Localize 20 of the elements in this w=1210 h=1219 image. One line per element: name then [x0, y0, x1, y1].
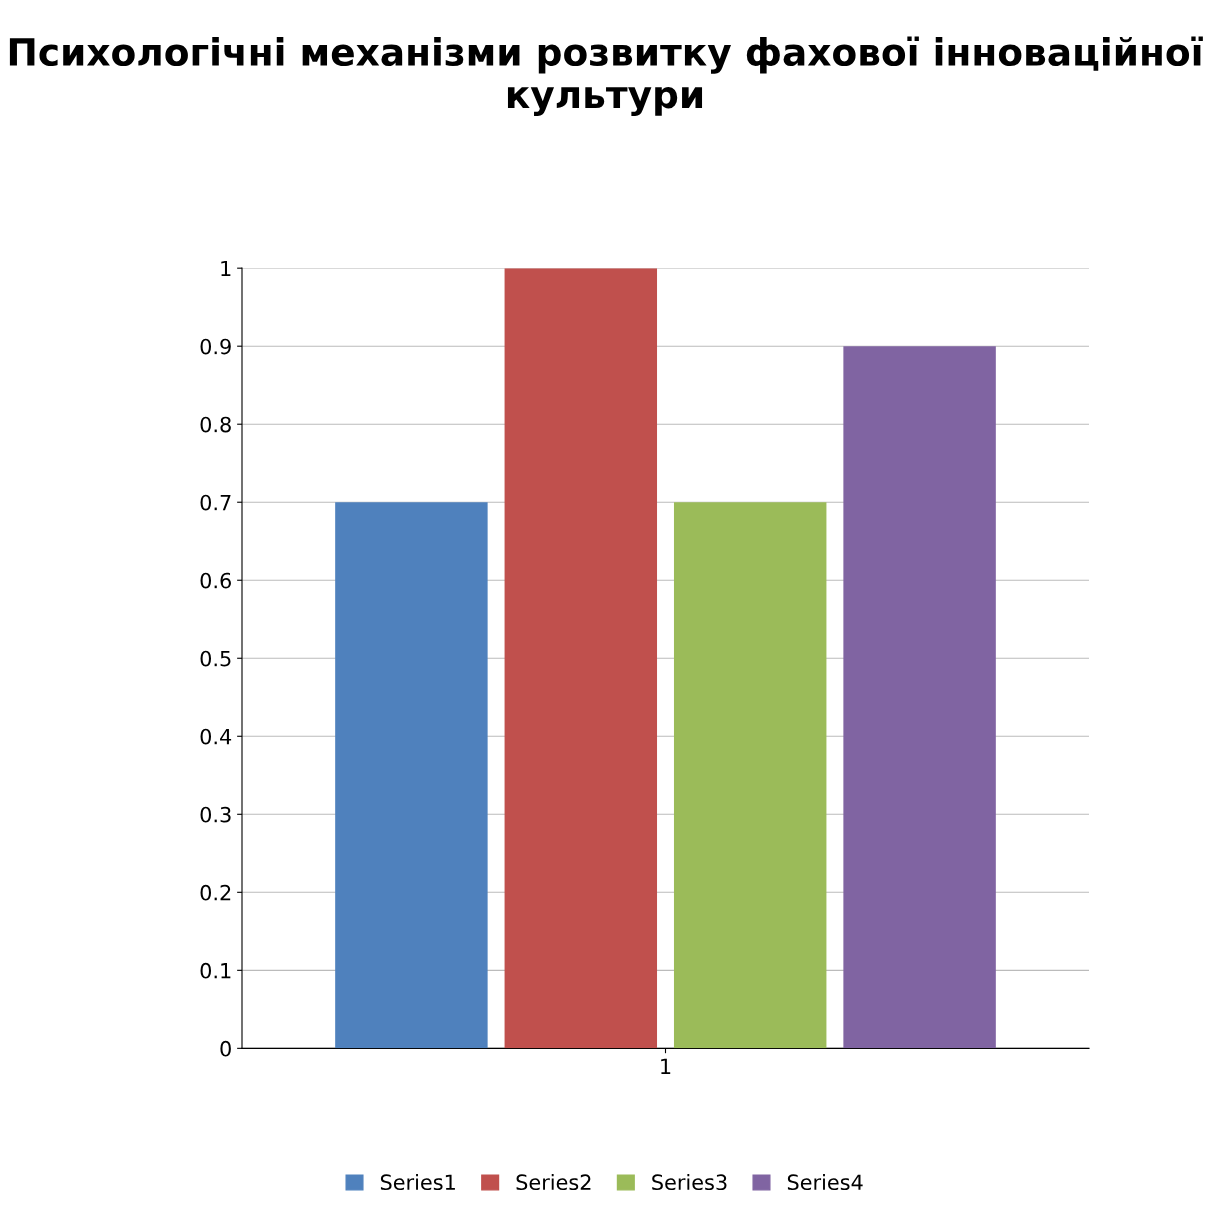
y-tick-label: 0.7 [200, 494, 231, 511]
bar [504, 268, 658, 1049]
bar [335, 502, 488, 1049]
bar [843, 346, 996, 1049]
y-tick-label: 0 [220, 1040, 231, 1057]
chart-title: Психологічні механізми розвитку фахової інноваційної культури [9, 36, 1203, 116]
y-tick-label: 0.2 [200, 884, 231, 901]
y-tick-label: 0.9 [200, 338, 231, 355]
y-tick-label: 0.8 [200, 416, 231, 433]
y-tick-label: 1 [221, 260, 231, 277]
y-tick-label: 0.5 [200, 650, 231, 667]
legend-label: Series3 [652, 1173, 727, 1191]
y-tick-label: 0.1 [200, 962, 231, 979]
legend-label: Series2 [516, 1173, 591, 1191]
y-tick-label: 0.3 [200, 806, 231, 823]
legend-label: Series1 [380, 1173, 455, 1191]
y-tick-label: 0.6 [200, 572, 231, 589]
legend-label: Series4 [787, 1173, 863, 1191]
bar [673, 502, 827, 1049]
y-tick-label: 0.4 [200, 728, 232, 745]
